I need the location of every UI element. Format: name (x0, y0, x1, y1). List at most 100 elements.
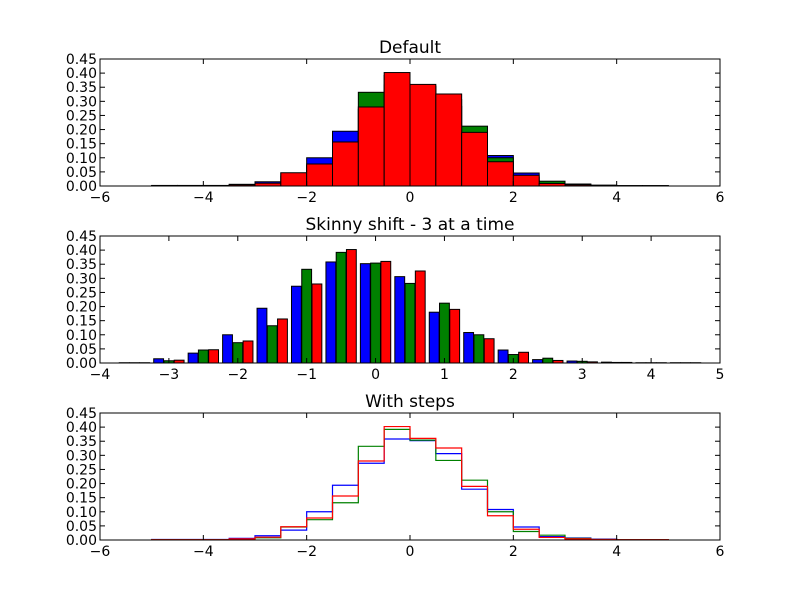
histogram-bar (473, 334, 485, 364)
y-tick-label: 0.25 (66, 462, 97, 478)
y-tick-label: 0.20 (66, 300, 97, 316)
histogram-bar (242, 340, 254, 364)
x-tick-label: −6 (90, 190, 111, 206)
plot-area: −4 −3 −2 −1 0 1 2 3 4 50.000.050.100.150.200.250.… (66, 229, 725, 383)
histogram-bar (290, 285, 302, 364)
x-tick-label: 0 (406, 190, 415, 206)
axes-frame (99, 235, 721, 364)
x-tick-label: −2 (296, 190, 317, 206)
y-tick-label: 0.30 (66, 271, 97, 287)
x-tick-label: 2 (509, 367, 518, 383)
histogram-bar (439, 302, 450, 364)
step-series-line (151, 425, 669, 541)
histogram-bar (359, 263, 371, 364)
plot-area: −6 −4 −2 0 2 4 60.000.050.100.150.200.250.300.… (66, 406, 725, 560)
histogram-bar (394, 276, 406, 364)
y-tick-label: 0.35 (66, 257, 97, 273)
histogram-bar (311, 283, 323, 364)
x-tick-label: −4 (193, 190, 214, 206)
histogram-bar (332, 141, 359, 187)
x-tick-label: 2 (509, 190, 518, 206)
histogram-bar (463, 332, 475, 364)
histogram-bar (357, 106, 385, 187)
histogram-bar (461, 131, 488, 187)
subplot-title: With steps (365, 392, 455, 412)
y-tick-label: 0.05 (66, 165, 97, 181)
x-tick-label: −2 (227, 367, 248, 383)
y-tick-label: 0.10 (66, 505, 97, 521)
y-tick-label: 0.45 (66, 52, 97, 68)
y-tick-label: 0.30 (66, 448, 97, 464)
histogram-bar (380, 260, 392, 364)
y-tick-label: 0.40 (66, 243, 97, 259)
x-tick-label: −3 (159, 367, 180, 383)
y-tick-label: 0.00 (66, 179, 97, 195)
histogram-bar (435, 93, 463, 187)
histogram-bar (277, 318, 288, 364)
histogram-bar (280, 172, 308, 187)
y-tick-label: 0.20 (66, 477, 97, 493)
y-tick-label: 0.45 (66, 406, 97, 422)
y-tick-label: 0.25 (66, 285, 97, 301)
y-tick-label: 0.15 (66, 491, 97, 507)
histogram-bar (409, 83, 437, 187)
x-tick-label: 0 (371, 367, 380, 383)
histogram-bar (487, 161, 514, 187)
y-tick-label: 0.10 (66, 328, 97, 344)
x-tick-label: 0 (406, 544, 415, 560)
x-tick-label: 4 (612, 544, 621, 560)
subplot-title: Skinny shift - 3 at a time (306, 215, 515, 235)
histogram-bar (542, 357, 554, 364)
y-tick-label: 0.35 (66, 80, 97, 96)
histogram-bar (345, 249, 357, 364)
y-tick-label: 0.15 (66, 314, 97, 330)
x-tick-label: 2 (509, 544, 518, 560)
y-tick-label: 0.30 (66, 94, 97, 110)
y-tick-label: 0.05 (66, 342, 97, 358)
y-tick-label: 0.25 (66, 108, 97, 124)
histogram-bar (532, 359, 543, 364)
histogram-bar (428, 311, 440, 364)
histogram-bar (404, 282, 416, 364)
x-tick-label: 3 (578, 367, 587, 383)
x-tick-label: −4 (90, 367, 111, 383)
plot-area: −6 −4 −2 0 2 4 60.000.050.100.150.200.250.300.… (66, 52, 725, 206)
x-tick-label: 4 (612, 190, 621, 206)
x-tick-label: 5 (716, 367, 725, 383)
y-tick-label: 0.00 (66, 533, 97, 549)
y-tick-label: 0.35 (66, 434, 97, 450)
y-tick-label: 0.40 (66, 66, 97, 82)
x-tick-label: 4 (647, 367, 656, 383)
y-tick-label: 0.15 (66, 137, 97, 153)
histogram-bar (208, 349, 220, 364)
x-tick-label: −1 (296, 367, 317, 383)
histogram-bar (187, 352, 199, 364)
subplot-title: Default (379, 38, 441, 58)
y-tick-label: 0.20 (66, 123, 97, 139)
histogram-bar (512, 174, 540, 187)
histogram-bar (497, 349, 509, 364)
x-tick-label: 1 (440, 367, 449, 383)
subplot-with-steps: With steps −6 −4 −2 0 2 4 60.000.050.100.150.2… (66, 392, 725, 560)
histogram-bar (222, 334, 233, 364)
histogram-bar (325, 261, 337, 364)
x-tick-label: −6 (90, 544, 111, 560)
x-tick-label: −4 (193, 544, 214, 560)
histogram-bar (383, 72, 411, 187)
subplot-default: Default −6 −4 −2 0 2 4 60.000.050.100.150.200.… (66, 38, 725, 206)
x-tick-label: 6 (716, 190, 725, 206)
x-tick-label: 6 (716, 544, 725, 560)
subplot-skinny-shift: Skinny shift - 3 at a time −4 −3 −2 −1 0 1 2 3 4… (66, 215, 725, 383)
y-tick-label: 0.00 (66, 356, 97, 372)
y-tick-label: 0.40 (66, 420, 97, 436)
histogram-bar (370, 262, 381, 364)
histogram-bar (518, 351, 530, 364)
y-tick-label: 0.45 (66, 229, 97, 245)
histogram-bar (301, 268, 313, 364)
y-tick-label: 0.10 (66, 151, 97, 167)
histogram-bar (335, 251, 347, 364)
histogram-bar (256, 307, 268, 364)
histogram-bar (449, 308, 461, 364)
x-tick-label: −2 (296, 544, 317, 560)
